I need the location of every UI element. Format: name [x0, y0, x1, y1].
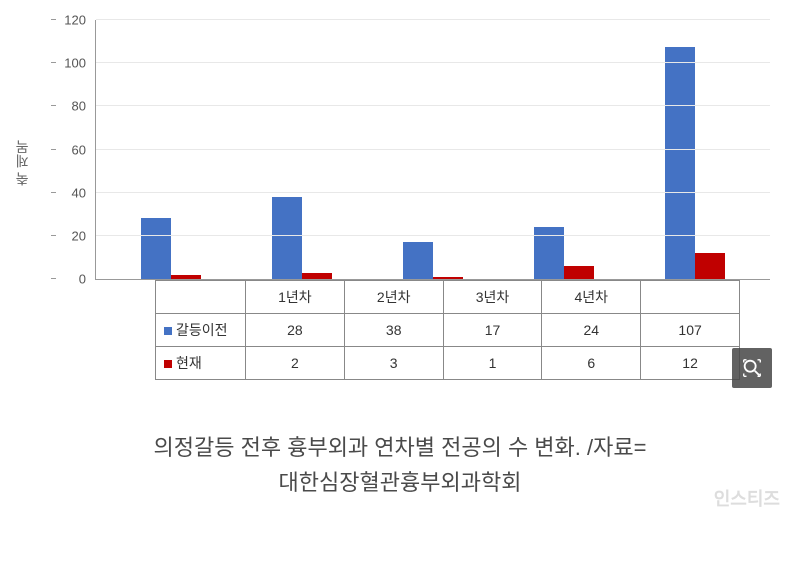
bar-group [368, 242, 499, 279]
table-value-cell: 17 [443, 314, 542, 347]
legend-marker-icon [164, 360, 172, 368]
caption-line-2: 대한심장혈관흉부외과학회 [279, 470, 522, 495]
legend-cell: 현재 [156, 347, 246, 380]
legend-cell: 갈등이전 [156, 314, 246, 347]
table-category-header: 1년차 [246, 281, 345, 314]
table-category-header: 3년차 [443, 281, 542, 314]
table-value-cell: 3 [344, 347, 443, 380]
bar-group [237, 197, 368, 279]
table-value-cell: 28 [246, 314, 345, 347]
bars-area [96, 20, 770, 279]
y-tick-label: 100 [51, 56, 86, 71]
chart-plot-area: 020406080100120 [95, 20, 770, 280]
chart-container: 축 제목 020406080100120 1년차2년차3년차4년차 갈등이전28… [0, 0, 800, 390]
table-category-header: 4년차 [542, 281, 641, 314]
bar [171, 275, 201, 279]
table-value-cell: 1 [443, 347, 542, 380]
table-value-cell: 38 [344, 314, 443, 347]
bar [695, 253, 725, 279]
table-header-row: 1년차2년차3년차4년차 [156, 281, 740, 314]
y-tick-label: 80 [51, 99, 86, 114]
table-category-header [641, 281, 740, 314]
bar [403, 242, 433, 279]
legend-label: 갈등이전 [176, 322, 228, 338]
table-series-row: 현재 231612 [156, 347, 740, 380]
gridline [96, 105, 770, 106]
gridline [96, 149, 770, 150]
y-tick-label: 40 [51, 185, 86, 200]
y-axis-ticks: 020406080100120 [56, 20, 91, 279]
zoom-icon[interactable] [732, 348, 772, 388]
caption-line-1: 의정갈등 전후 흉부외과 연차별 전공의 수 변화. /자료= [154, 435, 647, 460]
gridline [96, 235, 770, 236]
magnify-icon [741, 357, 763, 379]
table-value-cell: 2 [246, 347, 345, 380]
legend-label: 현재 [176, 355, 202, 371]
chart-caption: 의정갈등 전후 흉부외과 연차별 전공의 수 변화. /자료= 대한심장혈관흉부… [0, 430, 800, 500]
bar [141, 218, 171, 279]
table-value-cell: 12 [641, 347, 740, 380]
y-axis-label: 축 제목 [12, 140, 32, 186]
bar [433, 277, 463, 279]
legend-marker-icon [164, 327, 172, 335]
gridline [96, 192, 770, 193]
table-value-cell: 107 [641, 314, 740, 347]
table-value-cell: 6 [542, 347, 641, 380]
bar [564, 266, 594, 279]
chart-data-table: 1년차2년차3년차4년차 갈등이전 28381724107 현재 231612 [155, 280, 740, 380]
bar [272, 197, 302, 279]
table-value-cell: 24 [542, 314, 641, 347]
gridline [96, 19, 770, 20]
y-tick-label: 20 [51, 228, 86, 243]
y-tick-label: 0 [51, 272, 86, 287]
watermark: 인스티즈 [714, 485, 780, 511]
bar [302, 273, 332, 280]
y-tick-label: 120 [51, 13, 86, 28]
bar-group [629, 47, 760, 279]
table-corner-cell [156, 281, 246, 314]
y-tick-label: 60 [51, 142, 86, 157]
bar [665, 47, 695, 279]
table-category-header: 2년차 [344, 281, 443, 314]
table-series-row: 갈등이전 28381724107 [156, 314, 740, 347]
gridline [96, 62, 770, 63]
bar-group [106, 218, 237, 279]
